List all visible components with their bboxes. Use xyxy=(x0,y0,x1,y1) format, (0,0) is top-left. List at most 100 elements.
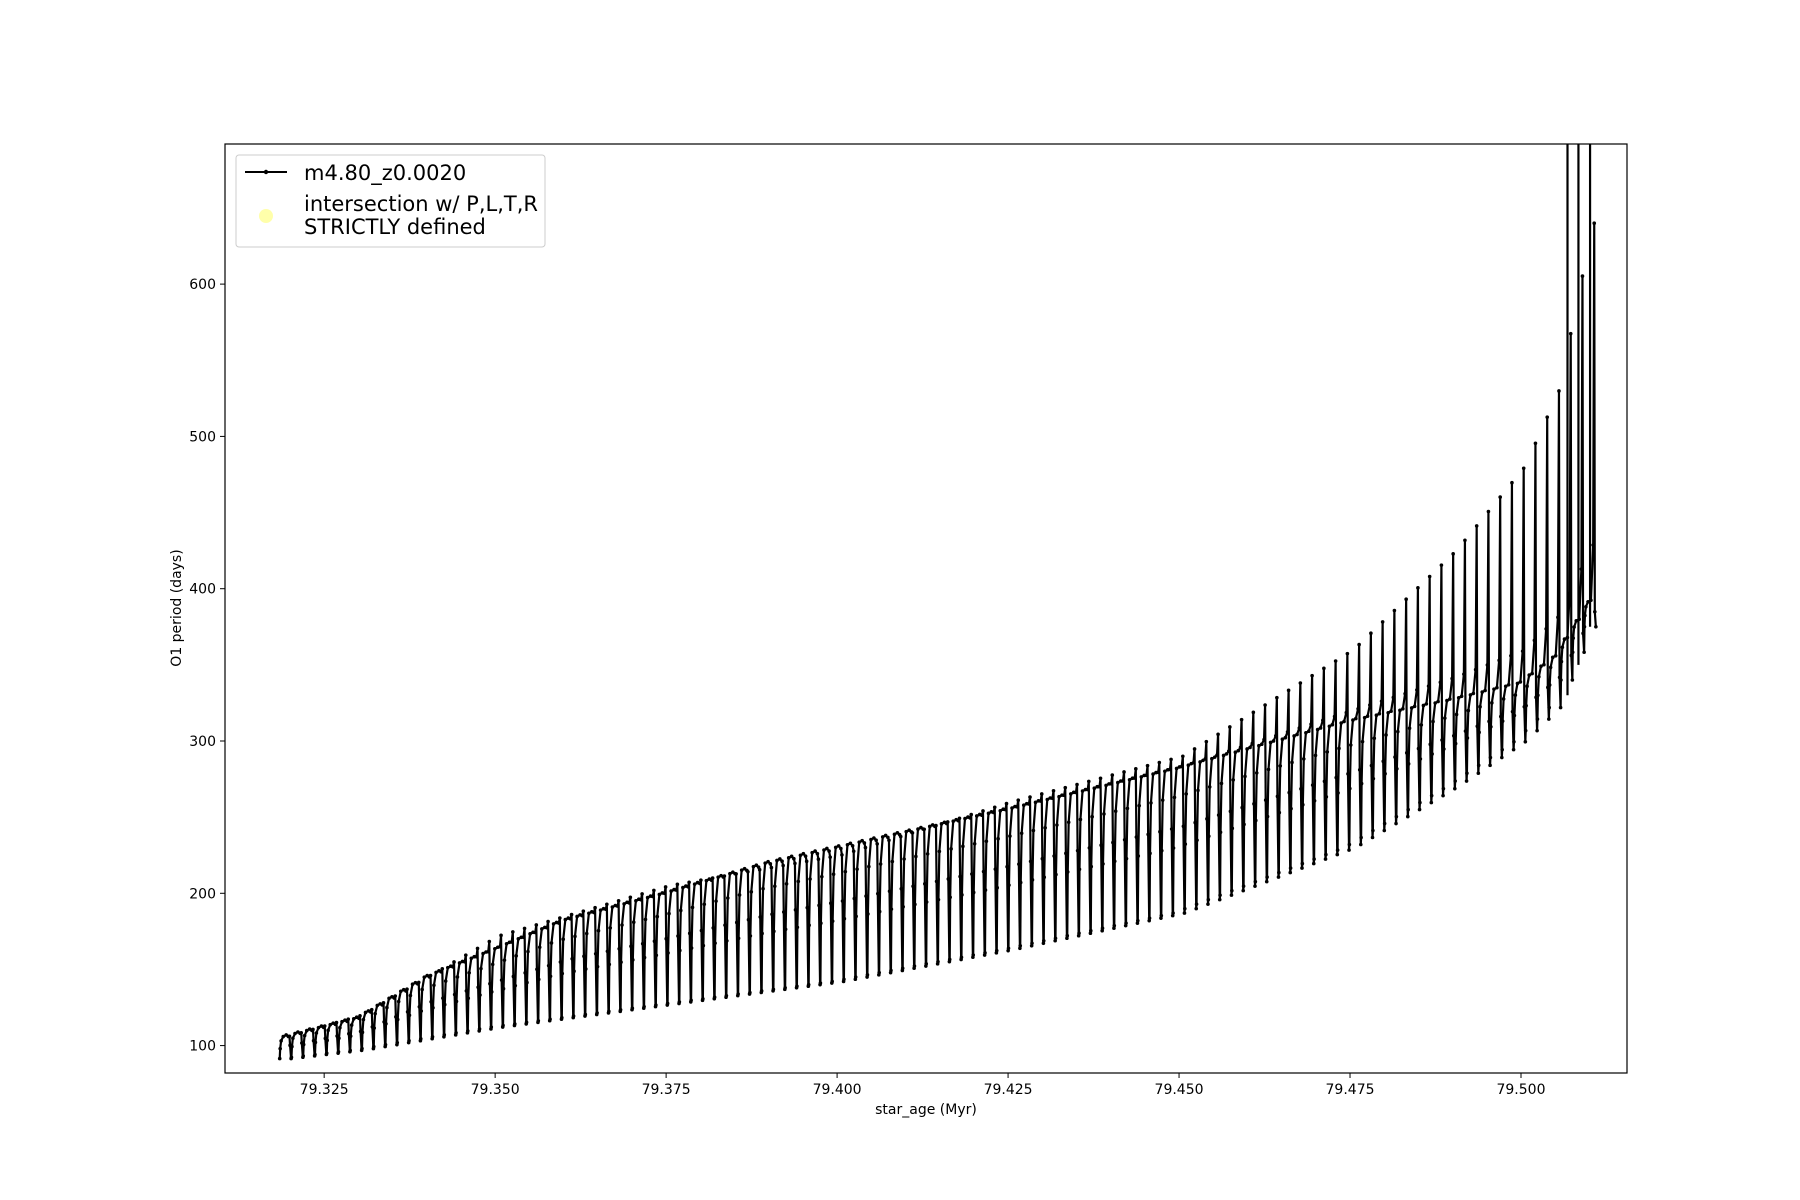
data-point xyxy=(914,854,918,859)
data-point xyxy=(1271,739,1276,743)
data-point xyxy=(1179,764,1184,769)
data-point xyxy=(304,1028,309,1033)
data-point xyxy=(548,974,553,979)
data-point xyxy=(1299,787,1303,791)
data-point xyxy=(584,967,588,971)
data-point xyxy=(290,1044,294,1049)
data-point xyxy=(669,889,673,893)
data-point xyxy=(857,840,862,844)
data-point xyxy=(663,885,668,889)
data-point xyxy=(667,911,671,916)
data-point xyxy=(842,916,847,921)
data-point xyxy=(1063,785,1068,790)
data-point xyxy=(1386,710,1390,715)
data-point xyxy=(971,953,976,957)
data-point xyxy=(1243,774,1247,779)
data-point xyxy=(513,983,518,988)
data-point xyxy=(1417,807,1422,812)
data-point xyxy=(1242,822,1246,827)
data-point xyxy=(1027,802,1031,806)
data-point xyxy=(501,1023,505,1028)
data-point xyxy=(336,1049,341,1054)
data-point xyxy=(1347,848,1351,852)
data-point xyxy=(582,954,586,959)
data-point xyxy=(373,1011,377,1016)
data-point xyxy=(1042,875,1047,879)
data-point xyxy=(385,1005,389,1010)
data-point xyxy=(454,1031,458,1035)
data-point xyxy=(1465,771,1469,775)
data-point xyxy=(1206,902,1210,906)
data-point xyxy=(699,928,704,933)
data-point xyxy=(372,1026,377,1030)
data-point xyxy=(1198,760,1202,764)
data-point xyxy=(1100,926,1105,930)
data-point xyxy=(969,812,974,817)
data-point xyxy=(1371,828,1375,833)
data-point xyxy=(925,852,930,856)
data-point xyxy=(291,1036,295,1041)
data-point xyxy=(337,1036,341,1041)
data-point xyxy=(652,939,657,944)
legend-box xyxy=(235,154,546,248)
data-point xyxy=(1301,802,1305,807)
data-point xyxy=(863,845,868,850)
data-point xyxy=(1510,480,1514,485)
data-point xyxy=(1183,906,1187,911)
data-point xyxy=(628,895,633,900)
data-point xyxy=(1569,653,1574,658)
data-point xyxy=(981,869,986,874)
data-point xyxy=(1263,798,1268,802)
data-point xyxy=(627,901,632,905)
data-point xyxy=(634,898,638,903)
data-point xyxy=(763,861,767,865)
data-point xyxy=(514,954,519,958)
data-point xyxy=(1318,726,1323,730)
data-point xyxy=(455,975,460,979)
data-point xyxy=(1283,735,1288,740)
data-point xyxy=(1382,821,1387,826)
data-point xyxy=(1394,821,1398,826)
data-point xyxy=(464,989,469,993)
data-point xyxy=(1251,710,1256,715)
data-point xyxy=(803,854,808,858)
data-point xyxy=(1584,604,1588,609)
data-point xyxy=(569,912,574,917)
data-point xyxy=(1426,684,1431,688)
data-point xyxy=(1462,672,1466,676)
data-point xyxy=(1429,800,1434,805)
data-point xyxy=(1404,751,1409,755)
data-point xyxy=(878,862,883,866)
data-point xyxy=(758,915,763,919)
data-point xyxy=(1224,752,1229,756)
data-point xyxy=(1307,729,1311,734)
data-point xyxy=(852,896,857,901)
data-point xyxy=(595,964,600,969)
data-point xyxy=(936,897,941,902)
data-point xyxy=(548,1017,552,1021)
data-point xyxy=(1490,701,1494,705)
data-point xyxy=(1365,714,1370,718)
data-point xyxy=(875,891,880,896)
data-point xyxy=(381,1001,386,1005)
data-point xyxy=(1334,775,1339,780)
data-point xyxy=(371,1044,376,1049)
data-point xyxy=(1539,664,1543,669)
data-point xyxy=(405,987,409,991)
data-point xyxy=(1132,776,1137,780)
data-point xyxy=(340,1019,344,1024)
data-point xyxy=(1277,870,1281,875)
data-point xyxy=(479,966,483,971)
data-point xyxy=(1520,649,1525,653)
data-point xyxy=(775,858,779,863)
data-point xyxy=(986,811,991,816)
data-point xyxy=(1448,697,1452,701)
data-point xyxy=(1515,681,1520,686)
data-point xyxy=(1018,880,1023,885)
data-point xyxy=(714,899,718,903)
data-point xyxy=(1240,805,1244,810)
data-point xyxy=(681,885,685,890)
data-point xyxy=(1288,866,1293,870)
data-point xyxy=(924,900,929,904)
data-point xyxy=(1312,798,1317,803)
